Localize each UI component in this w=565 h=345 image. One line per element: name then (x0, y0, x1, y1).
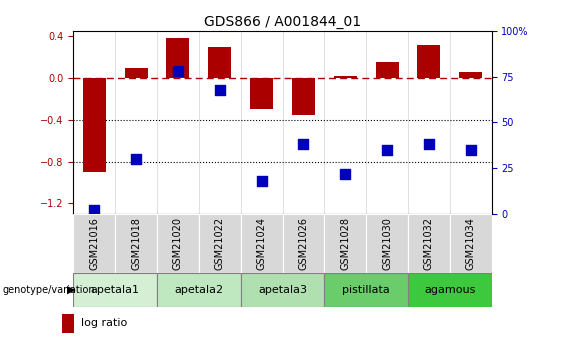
Point (173, 69, 182, 74)
Bar (199, 214, 241, 273)
Point (383, 147, 392, 153)
Text: pistillata: pistillata (342, 285, 390, 295)
Bar (115, 214, 157, 273)
Point (424, 142, 433, 147)
Title: GDS866 / A001844_01: GDS866 / A001844_01 (204, 14, 361, 29)
Bar (408, 214, 450, 273)
Point (90, 207, 99, 213)
Text: GSM21032: GSM21032 (424, 217, 434, 270)
Bar (459, 72, 482, 78)
Bar (334, 76, 357, 78)
Text: apetala3: apetala3 (258, 285, 307, 295)
Bar (73, 273, 157, 307)
Text: ▶: ▶ (67, 285, 75, 295)
Point (257, 178, 266, 184)
Point (341, 171, 350, 176)
Point (466, 147, 475, 153)
Bar (83, 78, 106, 172)
Bar (125, 68, 147, 78)
Bar (157, 214, 199, 273)
Bar (292, 78, 315, 115)
Bar (418, 45, 440, 78)
Point (132, 156, 141, 162)
Point (299, 142, 308, 147)
Bar (366, 214, 408, 273)
Bar (408, 273, 492, 307)
Text: GSM21022: GSM21022 (215, 217, 225, 270)
Bar (157, 273, 241, 307)
Bar (376, 62, 398, 78)
Text: genotype/variation: genotype/variation (3, 285, 95, 295)
Text: GSM21020: GSM21020 (173, 217, 183, 270)
Text: GSM21024: GSM21024 (257, 217, 267, 270)
Text: GSM21030: GSM21030 (382, 217, 392, 270)
Text: GSM21016: GSM21016 (89, 217, 99, 270)
Text: log ratio: log ratio (81, 318, 128, 328)
Bar (62, 313, 74, 333)
Bar (450, 214, 492, 273)
Text: GSM21034: GSM21034 (466, 217, 476, 270)
Point (215, 87, 224, 92)
Text: GSM21028: GSM21028 (340, 217, 350, 270)
Bar (73, 214, 115, 273)
Bar (241, 273, 324, 307)
Text: apetala1: apetala1 (91, 285, 140, 295)
Bar (250, 78, 273, 109)
Bar (282, 214, 324, 273)
Bar (324, 273, 408, 307)
Text: agamous: agamous (424, 285, 475, 295)
Text: GSM21018: GSM21018 (131, 217, 141, 270)
Bar (208, 47, 231, 78)
Text: apetala2: apetala2 (175, 285, 223, 295)
Bar (167, 38, 189, 78)
Text: GSM21026: GSM21026 (298, 217, 308, 270)
Bar (324, 214, 366, 273)
Bar (241, 214, 282, 273)
